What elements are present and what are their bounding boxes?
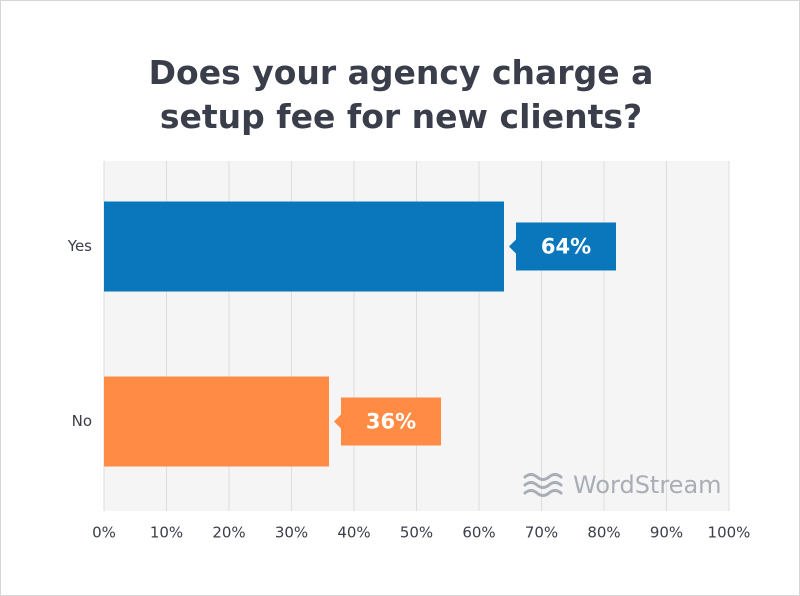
x-tick-label: 40% bbox=[337, 524, 370, 542]
x-tick-label: 0% bbox=[92, 524, 116, 542]
value-label-box bbox=[509, 222, 616, 271]
y-tick-label: Yes bbox=[67, 237, 92, 255]
value-label: 64% bbox=[541, 235, 591, 259]
x-tick-label: 50% bbox=[400, 524, 433, 542]
x-tick-label: 100% bbox=[708, 524, 751, 542]
x-tick-label: 70% bbox=[525, 524, 558, 542]
watermark-logo bbox=[523, 473, 563, 497]
x-tick-label: 10% bbox=[150, 524, 183, 542]
x-tick-label: 60% bbox=[462, 524, 495, 542]
y-tick-label: No bbox=[72, 412, 92, 430]
chart-title: Does your agency charge a setup fee for … bbox=[148, 53, 654, 136]
x-tick-label: 90% bbox=[650, 524, 683, 542]
bar bbox=[104, 201, 504, 292]
value-label-box bbox=[334, 397, 441, 446]
x-tick-label: 20% bbox=[212, 524, 245, 542]
bar bbox=[104, 376, 329, 467]
x-tick-label: 30% bbox=[275, 524, 308, 542]
value-label: 36% bbox=[366, 410, 416, 434]
x-tick-label: 80% bbox=[587, 524, 620, 542]
watermark: WordStream bbox=[573, 471, 722, 499]
